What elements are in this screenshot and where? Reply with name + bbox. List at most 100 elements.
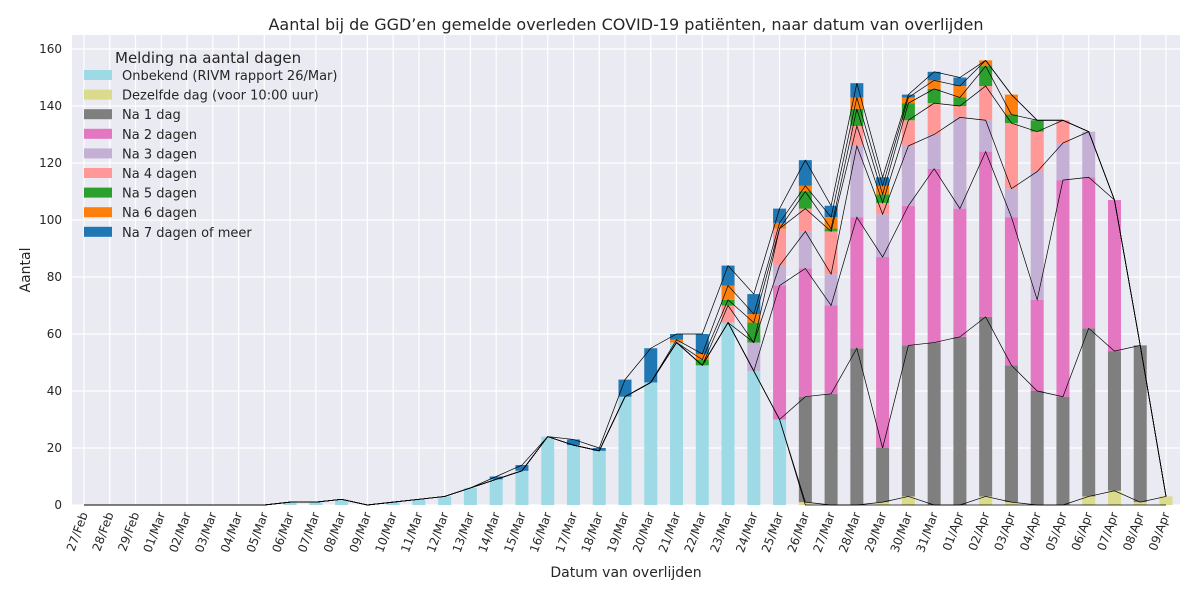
legend-label: Onbekend (RIVM rapport 26/Mar) [122,69,337,84]
y-tick-label: 60 [47,327,62,341]
bar-segment [566,445,580,505]
bar-segment [1004,114,1018,124]
bar-segment [876,177,890,186]
bar-segment [876,502,890,505]
x-tick-label: 25/Mar [759,510,787,554]
bar-segment [850,97,864,109]
bar-segment [644,348,658,383]
bar-segment [1107,490,1121,505]
bar-segment [1107,351,1121,491]
bar-segment [1056,180,1070,397]
bar-segment [953,77,967,87]
bar-segment [1082,131,1096,178]
legend-swatch [84,70,112,80]
bar-segment [1082,177,1096,329]
x-tick-label: 02/Apr [966,510,993,553]
bar-segment [798,396,812,503]
x-tick-label: 07/Apr [1094,510,1121,553]
y-tick-label: 20 [47,441,62,455]
bar-segment [850,83,864,98]
bar-segment [876,448,890,503]
bar-segment [876,257,890,448]
bar-segment [927,103,941,135]
bar-segment [1082,328,1096,497]
bar-segment [927,71,941,81]
bar-segment [1004,94,1018,115]
x-tick-label: 01/Mar [141,510,169,554]
bar-segment [1107,200,1121,352]
bar-segment [824,274,838,306]
bar-segment [1082,496,1096,505]
legend-title: Melding na aantal dagen [115,49,301,67]
bar-segment [798,208,812,232]
bar-segment [566,439,580,446]
bar-segment [901,345,915,497]
x-tick-label: 28/Feb [90,510,117,553]
x-tick-label: 10/Mar [372,510,400,554]
bar-segment [798,185,812,192]
bar-segment [876,202,890,215]
legend-label: Na 1 dag [122,108,181,123]
bar-segment [592,450,606,505]
bar-segment [1030,120,1044,132]
bar-segment [979,496,993,505]
bar-segment [1030,131,1044,172]
x-tick-label: 04/Mar [218,510,246,554]
x-tick-label: 21/Mar [656,510,684,554]
y-tick-label: 160 [39,42,62,56]
bar-segment [335,499,349,505]
bar-segment [592,448,606,451]
bar-segment [850,125,864,146]
bar-segment [876,214,890,258]
bar-segment [747,294,761,315]
bar-segment [644,382,658,505]
bar-segment [953,208,967,337]
bar-segment [824,231,838,275]
bar-segment [747,322,761,343]
y-tick-label: 0 [54,498,62,512]
bar-segment [1004,188,1018,218]
bar-segment [747,371,761,505]
bar-segment [901,103,915,121]
bar-segment [824,393,838,505]
bar-segment [979,316,993,497]
legend-label: Dezelfde dag (voor 10:00 uur) [122,89,319,104]
x-tick-label: 05/Apr [1043,510,1070,553]
bar-segment [1004,502,1018,505]
x-axis-label: Datum van overlijden [550,565,701,581]
bar-segment [927,342,941,505]
legend-swatch [84,207,112,218]
x-tick-label: 17/Mar [553,510,581,554]
bar-segment [721,322,735,505]
bar-segment [979,66,993,87]
x-tick-label: 06/Apr [1069,510,1096,553]
bar-segment [927,88,941,104]
x-tick-label: 27/Mar [810,510,838,554]
bar-segment [979,120,993,152]
y-tick-label: 100 [39,213,62,227]
bar-segment [953,86,967,98]
x-tick-label: 30/Mar [888,510,916,554]
bar-segment [1056,396,1070,505]
bar-segment [1030,171,1044,300]
bar-segment [1030,299,1044,391]
bar-segment [1159,496,1173,505]
bar-segment [798,268,812,397]
bar-segment [773,228,787,266]
y-tick-label: 120 [39,156,62,170]
bar-segment [747,314,761,323]
bar-segment [618,379,632,397]
x-tick-label: 15/Mar [501,510,529,554]
legend-swatch [84,109,112,120]
bar-segment [824,305,838,394]
y-axis-label: Aantal [18,248,34,293]
bar-segment [824,217,838,229]
y-tick-label: 80 [47,270,62,284]
x-tick-label: 05/Mar [244,510,272,554]
bar-segment [670,342,684,505]
bar-segment [979,60,993,67]
bar-segment [773,265,787,286]
bar-segment [1004,217,1018,366]
bar-segment [798,231,812,269]
